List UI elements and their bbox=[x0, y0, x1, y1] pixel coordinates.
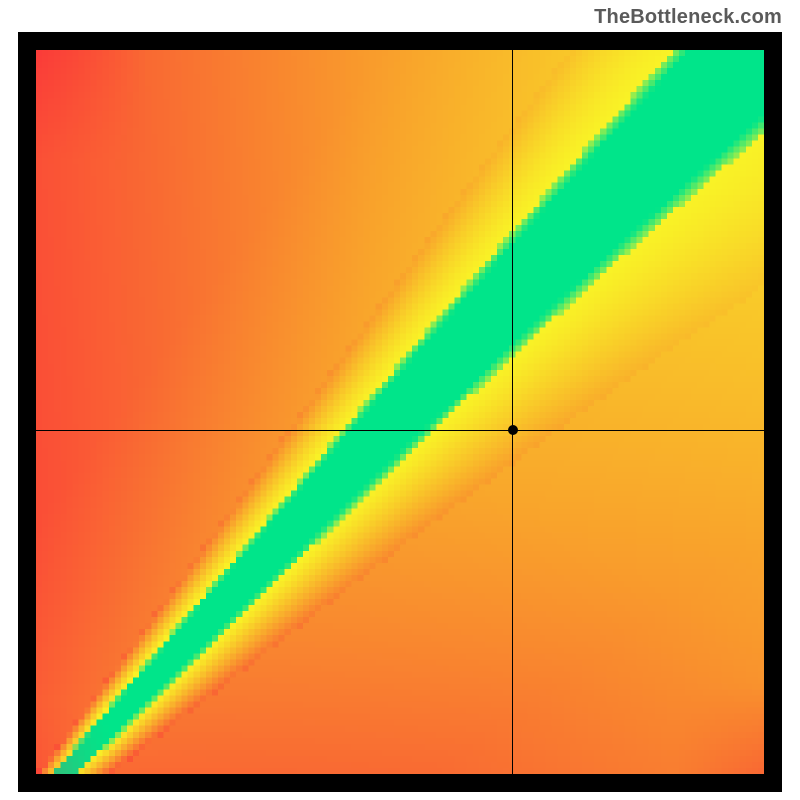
plot-frame bbox=[18, 32, 782, 792]
heatmap-canvas bbox=[36, 50, 764, 774]
attribution-label: TheBottleneck.com bbox=[594, 6, 782, 29]
crosshair-marker bbox=[508, 425, 518, 435]
chart-container: TheBottleneck.com bbox=[0, 0, 800, 800]
crosshair-horizontal bbox=[36, 430, 764, 431]
crosshair-vertical bbox=[512, 50, 513, 774]
